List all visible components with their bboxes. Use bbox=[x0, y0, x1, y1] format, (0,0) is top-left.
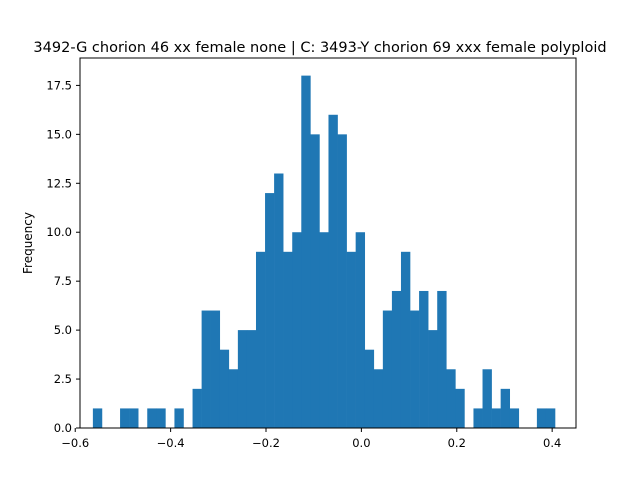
histogram-bar bbox=[255, 251, 266, 428]
histogram-bar bbox=[228, 369, 239, 428]
histogram-bar bbox=[400, 251, 411, 428]
histogram-bar bbox=[219, 349, 230, 428]
histogram-bar bbox=[482, 369, 492, 428]
y-tick-label: 17.5 bbox=[46, 78, 72, 92]
histogram-bar bbox=[292, 232, 302, 428]
x-tick-label: −0.2 bbox=[252, 436, 280, 450]
histogram-bar bbox=[455, 388, 465, 428]
histogram-bar bbox=[156, 408, 166, 428]
y-tick-label: 5.0 bbox=[54, 323, 72, 337]
y-axis-ticks: 0.0 2.5 5.0 7.5 10.0 12.5 15.0 17.5 bbox=[46, 78, 80, 435]
x-tick-label: 0.0 bbox=[352, 436, 370, 450]
histogram-bar bbox=[373, 369, 384, 428]
histogram-bar bbox=[92, 408, 103, 428]
histogram-bar bbox=[419, 290, 429, 428]
histogram-bar bbox=[265, 193, 275, 428]
x-tick-label: 0.4 bbox=[543, 436, 561, 450]
histogram-bar bbox=[446, 369, 456, 428]
histogram-bar bbox=[274, 173, 284, 428]
histogram-bar bbox=[509, 408, 520, 428]
y-tick-label: 12.5 bbox=[46, 176, 72, 190]
histogram-bar bbox=[120, 408, 130, 428]
histogram-bar bbox=[201, 310, 211, 428]
histogram-bar bbox=[391, 290, 402, 428]
histogram-bar bbox=[355, 232, 366, 428]
y-axis-label: Frequency bbox=[21, 212, 35, 274]
histogram-bar bbox=[192, 388, 202, 428]
histogram-bar bbox=[283, 251, 293, 428]
chart-title: 3492-G chorion 46 xx female none | C: 34… bbox=[33, 40, 606, 56]
plot-frame bbox=[79, 57, 577, 429]
histogram-bar bbox=[346, 251, 356, 428]
histogram-bar bbox=[428, 330, 438, 428]
histogram-bar bbox=[382, 310, 393, 428]
y-tick-label: 0.0 bbox=[54, 421, 72, 435]
x-tick-label: −0.6 bbox=[61, 436, 89, 450]
histogram-bar bbox=[437, 290, 447, 428]
histogram-bar bbox=[174, 408, 184, 428]
y-tick-label: 7.5 bbox=[54, 274, 72, 288]
histogram-bar bbox=[237, 330, 248, 428]
histogram-bar bbox=[337, 134, 347, 428]
histogram-bar bbox=[328, 114, 338, 428]
y-tick-label: 2.5 bbox=[54, 372, 72, 386]
bars-group bbox=[92, 75, 556, 428]
y-tick-label: 10.0 bbox=[46, 225, 72, 239]
histogram-bar bbox=[301, 75, 311, 428]
histogram-bar bbox=[364, 349, 375, 428]
histogram-bar bbox=[491, 408, 501, 428]
y-tick-label: 15.0 bbox=[46, 127, 72, 141]
histogram-bar bbox=[473, 408, 483, 428]
histogram-bar bbox=[246, 330, 257, 428]
histogram-bar bbox=[500, 388, 511, 428]
x-tick-label: −0.4 bbox=[157, 436, 185, 450]
histogram-bar bbox=[310, 134, 320, 428]
x-axis-ticks: −0.6 −0.4 −0.2 0.0 0.2 0.4 bbox=[61, 428, 561, 450]
histogram-bar bbox=[210, 310, 221, 428]
histogram-bar bbox=[129, 408, 139, 428]
histogram-bar bbox=[319, 232, 329, 428]
histogram-bar bbox=[536, 408, 547, 428]
histogram-bar bbox=[545, 408, 556, 428]
histogram-bar bbox=[410, 310, 420, 428]
x-tick-label: 0.2 bbox=[448, 436, 466, 450]
histogram-bar bbox=[147, 408, 157, 428]
